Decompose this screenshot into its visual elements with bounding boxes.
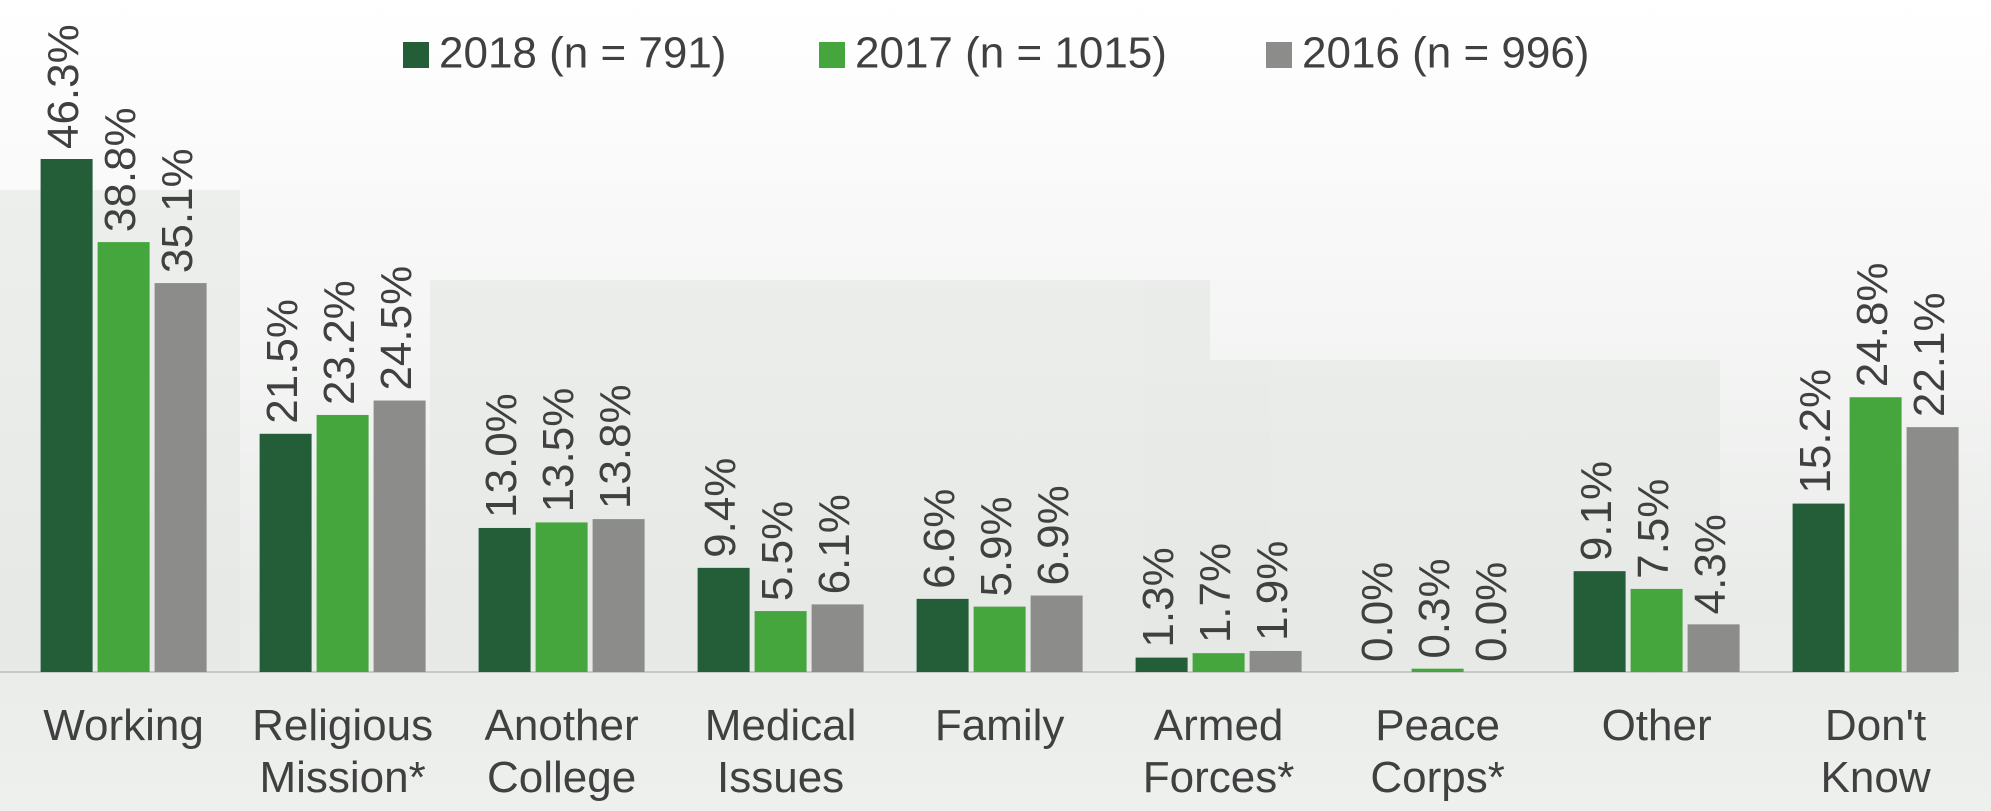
x-tick-label: Peace Corps* — [1370, 701, 1505, 802]
bar — [1135, 657, 1188, 672]
value-label: 6.6% — [915, 489, 964, 589]
value-label: 4.3% — [1686, 514, 1735, 614]
x-tick-label: Other — [1601, 701, 1712, 750]
legend-label: 2018 (n = 791) — [439, 29, 726, 78]
value-label: 24.5% — [372, 266, 421, 391]
bar — [592, 519, 645, 672]
bar — [1573, 571, 1626, 672]
bar — [316, 414, 369, 672]
x-tick-label: Armed Forces* — [1142, 701, 1295, 802]
value-label: 21.5% — [258, 299, 307, 424]
value-label: 0.3% — [1410, 558, 1459, 658]
value-label: 6.9% — [1029, 485, 1078, 585]
value-label: 13.0% — [477, 393, 526, 518]
x-tick-label: Another College — [484, 701, 639, 802]
value-label: 23.2% — [315, 280, 364, 405]
legend-swatch — [403, 42, 429, 68]
legend-label: 2017 (n = 1015) — [855, 29, 1167, 78]
bar — [1687, 624, 1740, 672]
x-tick-label: Working — [43, 701, 204, 750]
value-label: 0.0% — [1467, 562, 1516, 662]
value-label: 7.5% — [1629, 479, 1678, 579]
bar — [373, 400, 426, 672]
bar — [154, 283, 207, 672]
value-label: 9.4% — [696, 458, 745, 558]
value-label: 24.8% — [1848, 262, 1897, 387]
background-building — [0, 190, 1720, 670]
value-label: 38.8% — [96, 107, 145, 232]
bar — [1030, 595, 1083, 672]
value-label: 35.1% — [153, 148, 202, 273]
value-label: 13.5% — [534, 388, 583, 513]
bar — [1630, 588, 1683, 672]
value-label: 13.8% — [591, 384, 640, 509]
bar — [1906, 427, 1959, 672]
x-tick-label: Medical Issues — [704, 701, 857, 802]
bar — [916, 598, 969, 672]
value-label: 1.9% — [1248, 541, 1297, 641]
bar — [1249, 650, 1302, 672]
value-label: 5.9% — [972, 496, 1021, 596]
x-tick-label: Religious Mission* — [252, 701, 434, 802]
value-label: 0.0% — [1353, 562, 1402, 662]
bar — [478, 527, 531, 672]
bar — [697, 567, 750, 672]
bar — [259, 433, 312, 672]
x-tick-label: Don't Know — [1820, 701, 1931, 802]
bar — [1849, 397, 1902, 672]
bar — [1792, 503, 1845, 672]
value-label: 1.7% — [1191, 543, 1240, 643]
bar — [754, 611, 807, 672]
legend-swatch — [819, 42, 845, 68]
x-tick-label: Family — [934, 701, 1065, 750]
bar — [40, 159, 93, 672]
value-label: 15.2% — [1791, 369, 1840, 494]
legend-label: 2016 (n = 996) — [1302, 29, 1589, 78]
value-label: 5.5% — [753, 501, 802, 601]
bar — [811, 604, 864, 672]
bar — [97, 242, 150, 672]
value-label: 22.1% — [1905, 292, 1954, 417]
value-label: 46.3% — [39, 24, 88, 149]
legend-swatch — [1266, 42, 1292, 68]
bar — [535, 522, 588, 672]
bar — [973, 606, 1026, 672]
value-label: 1.3% — [1134, 547, 1183, 647]
bar — [1192, 653, 1245, 672]
value-label: 6.1% — [810, 494, 859, 594]
value-label: 9.1% — [1572, 461, 1621, 561]
bar — [1411, 668, 1464, 672]
